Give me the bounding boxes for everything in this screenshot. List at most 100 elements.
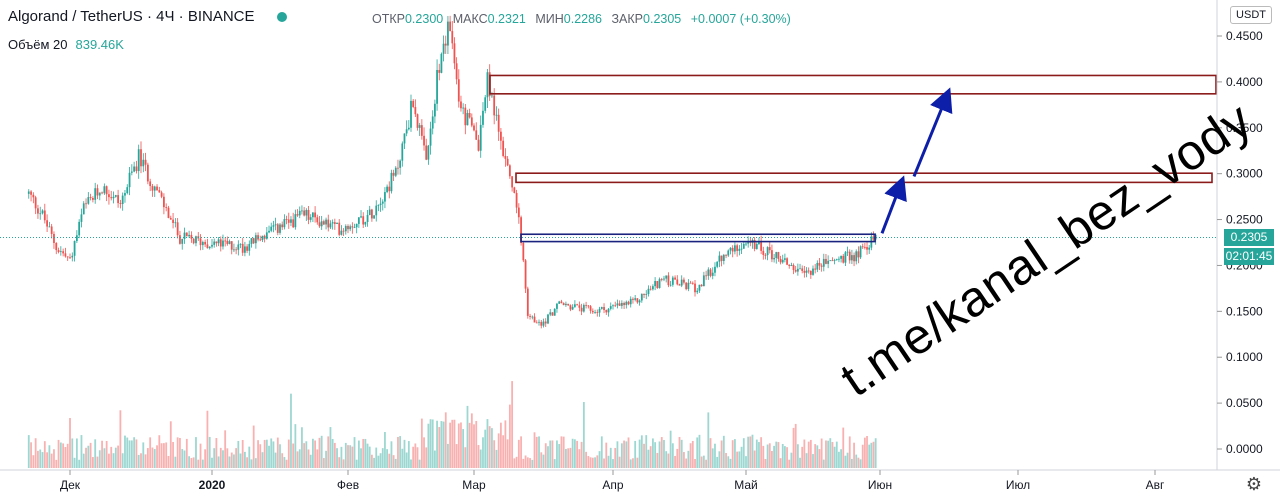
volume-bar (309, 454, 312, 468)
volume-bar (466, 405, 469, 468)
red-zone[interactable] (515, 172, 1213, 184)
volume-bar (538, 436, 540, 468)
candle-body (645, 293, 648, 295)
volume-bar (491, 428, 493, 468)
volume-bar (671, 443, 674, 468)
volume-bar (285, 459, 288, 468)
candle-body (179, 235, 181, 244)
candle-body (866, 247, 868, 250)
candle-body (640, 293, 643, 301)
candle-body (649, 288, 652, 290)
red-zone[interactable] (489, 74, 1217, 95)
x-tick-label: Мар (462, 478, 486, 492)
volume-bar (85, 447, 87, 468)
candle-body (857, 251, 860, 258)
candle-body (41, 210, 44, 214)
candle-body (392, 172, 395, 176)
candle-body (384, 192, 386, 202)
volume-bar (135, 439, 138, 468)
volume-bar (153, 449, 156, 468)
candle-body (734, 245, 736, 252)
volume-bar (188, 456, 190, 468)
volume-bar (585, 451, 587, 468)
volume-bar (167, 455, 170, 468)
candle-body (825, 258, 827, 264)
volume-bar (855, 454, 858, 468)
currency-badge[interactable]: USDT (1230, 6, 1272, 24)
candle-body (156, 186, 158, 191)
candle-body (742, 243, 745, 249)
interval-label[interactable]: 4Ч (156, 8, 175, 25)
candle-body (226, 240, 229, 244)
settings-gear-icon[interactable]: ⚙ (1245, 474, 1262, 494)
blue-zone[interactable] (520, 233, 876, 243)
volume-bar (370, 454, 373, 468)
candle-body (146, 164, 149, 182)
candle-body (403, 133, 406, 144)
candle-body (764, 254, 767, 256)
candle-body (228, 241, 231, 244)
volume-bar (169, 421, 172, 468)
volume-bar (320, 435, 323, 468)
candle-body (760, 241, 763, 251)
volume-bar (479, 449, 482, 468)
candle-body (540, 321, 543, 326)
symbol-name[interactable]: Algorand / TetherUS (8, 8, 143, 25)
candle-body (722, 254, 725, 261)
volume-bar (442, 421, 445, 468)
candle-body (185, 232, 188, 237)
candle-body (511, 176, 514, 188)
volume-bar (89, 442, 92, 468)
volume-bar (121, 453, 124, 468)
volume-bar (344, 442, 347, 468)
volume-bar (390, 441, 393, 468)
candle-body (172, 219, 174, 223)
volume-legend[interactable]: Объём 20 839.46K (8, 37, 124, 52)
volume-bar (401, 448, 404, 468)
candle-body (455, 63, 458, 80)
candle-body (416, 114, 419, 128)
candle-body (576, 304, 579, 306)
volume-bar (375, 447, 378, 468)
candle-body (711, 272, 714, 276)
candle-body (855, 251, 858, 262)
candle-body (388, 186, 391, 192)
candle-body (493, 95, 496, 116)
volume-bar (119, 410, 122, 468)
candle-body (803, 270, 806, 273)
candle-body (62, 251, 65, 254)
volume-bar (388, 453, 391, 468)
volume-bar (674, 455, 676, 468)
candle-body (167, 207, 170, 218)
volume-bar (399, 436, 402, 468)
candle-body (92, 197, 94, 200)
volume-bar (614, 447, 617, 468)
candle-body (790, 265, 793, 266)
volume-bar (747, 436, 750, 468)
volume-bar (645, 435, 648, 468)
volume-bar (573, 439, 576, 468)
volume-bar (716, 456, 719, 468)
time-axis[interactable]: Дек 2020 Фев Мар Апр Май Июн Июл Авг (60, 470, 1165, 492)
candle-body (468, 112, 471, 118)
candle-body (57, 250, 60, 253)
high-label: МАКС (452, 12, 488, 26)
volume-bar (325, 450, 327, 468)
volume-bar (281, 453, 284, 468)
candle-body (612, 305, 614, 307)
low-value: 0.2286 (563, 12, 603, 26)
volume-bar (312, 438, 314, 468)
volume-bar (475, 420, 478, 468)
candle-body (632, 298, 634, 300)
candle-body (43, 210, 46, 221)
x-tick-label: Май (734, 478, 758, 492)
volume-bar (598, 451, 601, 468)
candle-body (638, 300, 641, 303)
candle-body (287, 219, 290, 223)
candle-body (807, 270, 810, 272)
candle-body (464, 107, 467, 126)
candle-body (447, 21, 449, 46)
volume-bar (627, 437, 630, 468)
candle-body (46, 220, 48, 227)
volume-bar (863, 437, 866, 468)
